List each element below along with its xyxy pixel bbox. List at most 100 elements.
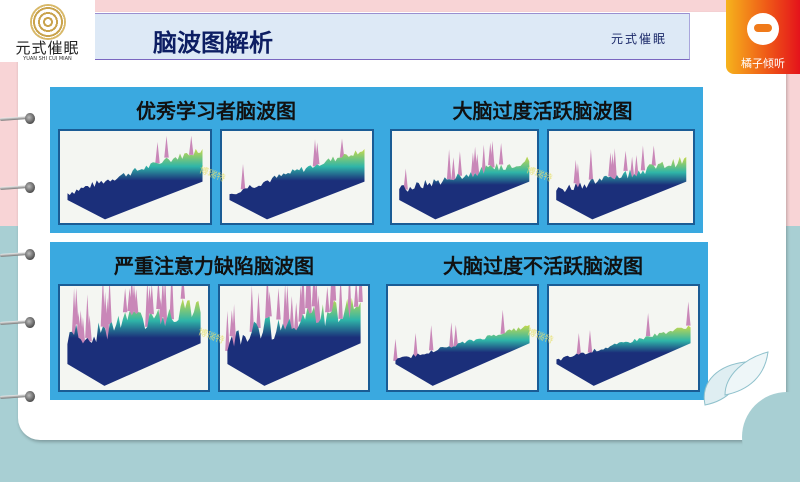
eeg-peak — [325, 286, 330, 313]
logo-subtext: YUAN SHI CUI MIAN — [23, 56, 72, 62]
eeg-peak — [134, 289, 139, 314]
eeg-panel-overactive: 大脑过度活跃脑波图 博瑞特 — [382, 87, 703, 233]
eeg-peak — [640, 145, 645, 171]
eeg-peak — [633, 155, 639, 177]
eeg-3d-chart — [386, 284, 539, 392]
logo: 元式催眠 YUAN SHI CUI MIAN — [0, 0, 95, 62]
eeg-peak — [164, 135, 169, 158]
eeg-peak — [576, 333, 582, 355]
app-badge-label: 橘子倾听 — [741, 57, 785, 70]
eeg-peak — [338, 286, 343, 319]
eeg-surface — [399, 156, 530, 220]
eeg-peak — [294, 302, 299, 331]
eeg-peak — [231, 304, 237, 347]
eeg-peak — [80, 316, 86, 344]
eeg-peak — [189, 135, 194, 155]
eeg-peak — [622, 150, 628, 171]
eeg-surface — [227, 297, 361, 386]
eeg-peak — [122, 288, 128, 313]
eeg-peak — [107, 286, 112, 325]
eeg-3d-chart — [547, 284, 700, 392]
eeg-peak — [490, 140, 495, 168]
eeg-peak — [645, 313, 651, 337]
eeg-peak — [315, 142, 320, 165]
panel-title: 大脑过度活跃脑波图 — [452, 99, 633, 123]
eeg-surface — [67, 298, 201, 386]
binder-ring — [0, 182, 36, 193]
eeg-peak — [87, 315, 92, 342]
eeg-peak — [446, 149, 452, 180]
eeg-peak — [451, 157, 456, 181]
eeg-peak — [240, 163, 246, 190]
eeg-3d-chart — [390, 129, 539, 225]
panel-title: 大脑过度不活跃脑波图 — [443, 254, 643, 278]
eeg-peak — [588, 148, 593, 180]
eeg-peak — [276, 288, 281, 320]
eeg-peak — [162, 286, 168, 327]
eeg-3d-chart — [218, 284, 370, 392]
eeg-peak — [358, 286, 363, 303]
eeg-peak — [413, 333, 418, 357]
page-title: 脑波图解析 — [153, 29, 273, 57]
panel-title: 优秀学习者脑波图 — [136, 99, 296, 123]
eeg-peak — [475, 153, 480, 176]
binder-ring — [0, 317, 36, 328]
eeg-surface — [555, 156, 686, 220]
eeg-surface — [67, 148, 203, 220]
eeg-peak — [453, 324, 459, 347]
eeg-peak — [285, 286, 290, 324]
eeg-peak — [74, 288, 79, 325]
eeg-peak — [457, 151, 463, 176]
eeg-peak — [428, 325, 434, 351]
eeg-peak — [339, 138, 345, 158]
eeg-peak — [500, 309, 505, 334]
binder-ring — [0, 249, 36, 260]
eeg-peak — [612, 148, 617, 180]
eeg-peak — [300, 286, 306, 314]
eeg-peak — [403, 168, 408, 190]
eeg-peak — [85, 294, 90, 338]
binder-ring — [0, 113, 36, 124]
eeg-surface — [395, 324, 530, 386]
eeg-3d-chart — [58, 129, 212, 225]
eeg-surface — [556, 325, 691, 386]
eeg-peak — [316, 295, 321, 323]
eeg-3d-chart — [546, 129, 695, 225]
eeg-peak — [686, 301, 691, 326]
eeg-peak — [225, 310, 230, 351]
app-badge[interactable]: 橘子倾听 — [726, 0, 800, 74]
header-brand: 元式催眠 — [610, 32, 667, 46]
eeg-peak — [169, 286, 174, 320]
eeg-peak — [180, 286, 186, 299]
eeg-peak — [267, 291, 272, 317]
panel-title: 严重注意力缺陷脑波图 — [114, 254, 314, 278]
orange-hand-icon — [747, 13, 779, 45]
eeg-peak — [256, 292, 261, 328]
eeg-peak — [481, 144, 486, 174]
leaf-decoration-icon — [703, 351, 769, 406]
eeg-peak — [331, 286, 337, 301]
eeg-peak — [449, 322, 454, 348]
eeg-peak — [249, 286, 255, 332]
eeg-peak — [307, 286, 312, 314]
eeg-panel-excellent-learner: 优秀学习者脑波图 博瑞特 — [50, 87, 382, 233]
eeg-peak — [651, 145, 656, 166]
eeg-peak — [575, 163, 580, 188]
eeg-peak — [498, 142, 504, 165]
logo-rings-icon — [29, 4, 66, 40]
binder-ring — [0, 391, 36, 402]
eeg-surface — [229, 149, 365, 220]
eeg-peak — [587, 329, 593, 353]
eeg-peak — [149, 286, 154, 315]
eeg-peak — [145, 286, 150, 327]
eeg-3d-chart — [58, 284, 210, 392]
logo-text: 元式催眠 — [15, 39, 80, 57]
eeg-peak — [156, 286, 161, 310]
eeg-panel-underactive: 大脑过度不活跃脑波图 博瑞特 — [378, 242, 708, 400]
eeg-peak — [155, 141, 160, 164]
eeg-peak — [629, 156, 634, 178]
eeg-peak — [105, 297, 110, 340]
eeg-panel-attention-deficit: 严重注意力缺陷脑波图 博瑞特 — [50, 242, 378, 400]
eeg-peak — [289, 295, 294, 330]
eeg-peak — [393, 338, 398, 361]
